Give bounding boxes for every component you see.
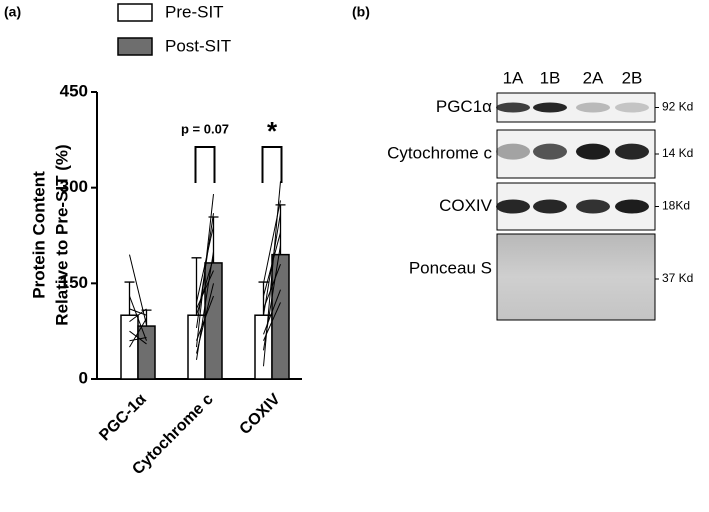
size-label: 18Kd xyxy=(662,199,690,213)
significance-bracket xyxy=(261,146,283,183)
paired-line xyxy=(263,289,281,335)
error-bar xyxy=(124,281,135,316)
x-tick-label: PGC-1α xyxy=(96,391,150,445)
blot-band xyxy=(576,143,610,160)
legend-swatch xyxy=(117,3,153,22)
blot-band xyxy=(615,143,649,160)
paired-line xyxy=(129,254,147,325)
bar xyxy=(254,314,273,380)
row-label: Cytochrome c xyxy=(387,143,492,162)
paired-line xyxy=(196,225,214,303)
lane-label: 2B xyxy=(622,68,643,87)
size-label: 92 Kd xyxy=(662,100,693,114)
size-label: 14 Kd xyxy=(662,146,693,160)
paired-line xyxy=(263,200,281,284)
panel-label: (b) xyxy=(352,4,370,20)
error-bar xyxy=(208,216,219,263)
y-tick-label: 300 xyxy=(60,177,88,196)
lane-label: 1B xyxy=(540,68,561,87)
legend-label: Post-SIT xyxy=(165,36,231,55)
annotation: p = 0.07 xyxy=(181,121,229,136)
blot-band xyxy=(615,102,649,113)
legend-swatch xyxy=(117,37,153,56)
significance-bracket xyxy=(194,146,216,183)
blot-box xyxy=(496,233,656,321)
panel-label: (a) xyxy=(4,4,21,20)
y-tick-label: 0 xyxy=(79,368,88,387)
lane-label: 2A xyxy=(583,68,604,87)
paired-line xyxy=(129,337,147,342)
bar xyxy=(204,262,223,380)
row-label: PGC1α xyxy=(436,97,492,116)
y-axis-title-line: Relative to Pre-SIT (%) xyxy=(52,144,71,325)
paired-line xyxy=(129,318,147,348)
paired-line xyxy=(129,295,147,341)
row-label: Ponceau S xyxy=(409,258,492,277)
blot-band xyxy=(533,143,567,160)
error-bar xyxy=(191,257,202,316)
size-label: 37 Kd xyxy=(662,271,693,285)
blot-band xyxy=(533,199,567,214)
blot-band xyxy=(496,143,530,160)
paired-line xyxy=(263,302,281,341)
blot-band xyxy=(496,199,530,214)
blot-band xyxy=(496,102,530,113)
annotation: * xyxy=(267,116,278,146)
y-tick-label: 150 xyxy=(60,273,88,292)
paired-line xyxy=(129,308,147,316)
lane-label: 1A xyxy=(503,68,524,87)
paired-line xyxy=(129,330,147,345)
paired-line xyxy=(196,270,214,310)
paired-line xyxy=(196,283,214,354)
paired-line xyxy=(196,257,214,316)
blot-band xyxy=(576,102,610,113)
blot-band xyxy=(533,102,567,113)
y-axis-title: Protein Content Relative to Pre-SIT (%) xyxy=(29,144,71,325)
y-tick-label: 450 xyxy=(60,81,88,100)
paired-line xyxy=(263,213,281,316)
paired-line xyxy=(263,264,281,310)
blot-band xyxy=(615,199,649,214)
paired-line xyxy=(129,308,147,322)
paired-line xyxy=(196,213,214,329)
bar xyxy=(137,325,156,380)
paired-line xyxy=(263,244,281,351)
y-axis-title-line: Protein Content xyxy=(29,171,48,299)
blot-band xyxy=(576,199,610,214)
x-tick-label: COXIV xyxy=(237,391,284,438)
row-label: COXIV xyxy=(439,196,493,215)
legend-label: Pre-SIT xyxy=(165,2,224,21)
